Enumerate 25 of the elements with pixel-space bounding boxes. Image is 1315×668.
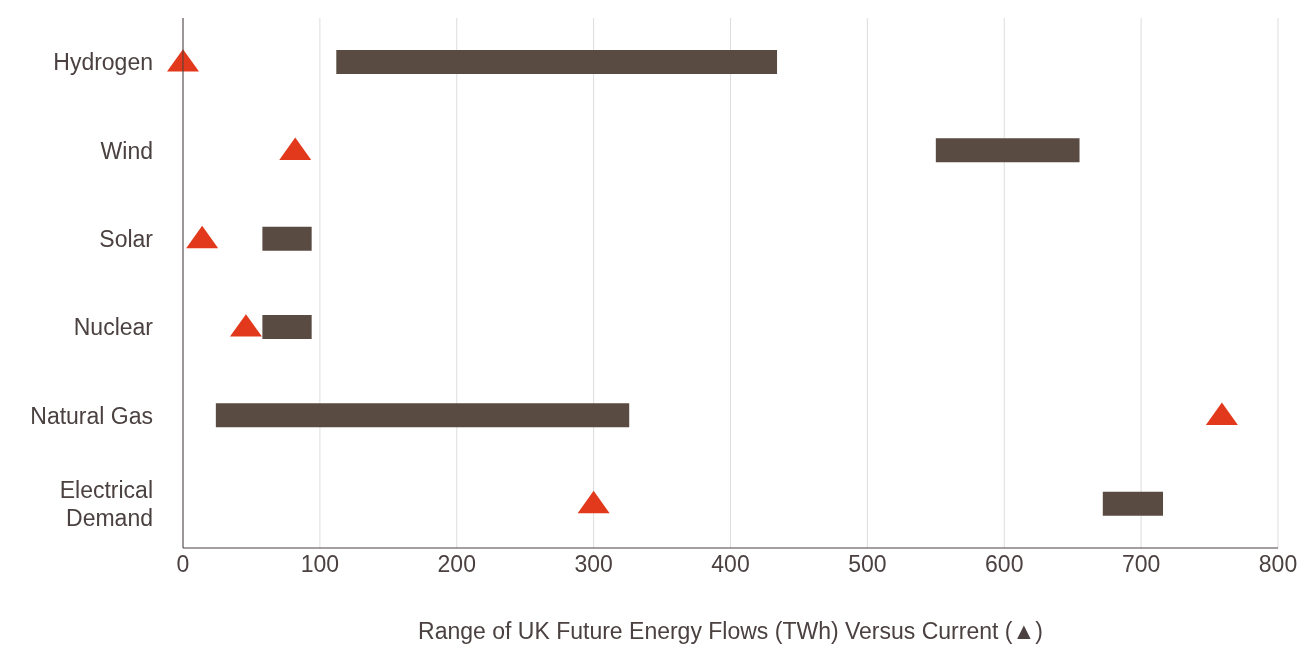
y-tick-label: Electrical Demand <box>59 476 153 531</box>
x-tick-label: 200 <box>437 551 476 578</box>
point <box>186 225 219 249</box>
bar <box>935 138 1080 163</box>
point <box>167 49 199 72</box>
bar <box>336 50 778 74</box>
y-tick-label: Wind <box>100 137 153 164</box>
bar <box>1102 491 1164 516</box>
x-tick-label: 0 <box>176 551 190 578</box>
x-tick-label: 600 <box>985 551 1024 578</box>
y-tick-label: Natural Gas <box>30 402 153 429</box>
x-tick-label: 100 <box>300 551 340 578</box>
bar <box>215 403 630 428</box>
x-tick-label: 500 <box>848 551 887 578</box>
x-tick-label: 800 <box>1258 551 1298 578</box>
y-tick-label: Nuclear <box>73 314 154 341</box>
bar <box>262 226 312 251</box>
x-tick-label: 400 <box>711 551 750 578</box>
point <box>577 490 610 514</box>
y-tick-label: Hydrogen <box>53 49 153 76</box>
x-tick-label: 700 <box>1121 551 1161 578</box>
x-axis-title: Range of UK Future Energy Flows (TWh) Versus Current (▲) <box>417 618 1044 645</box>
y-tick-label: Solar <box>99 225 154 252</box>
bar <box>262 315 312 339</box>
x-tick-label: 300 <box>574 551 613 578</box>
